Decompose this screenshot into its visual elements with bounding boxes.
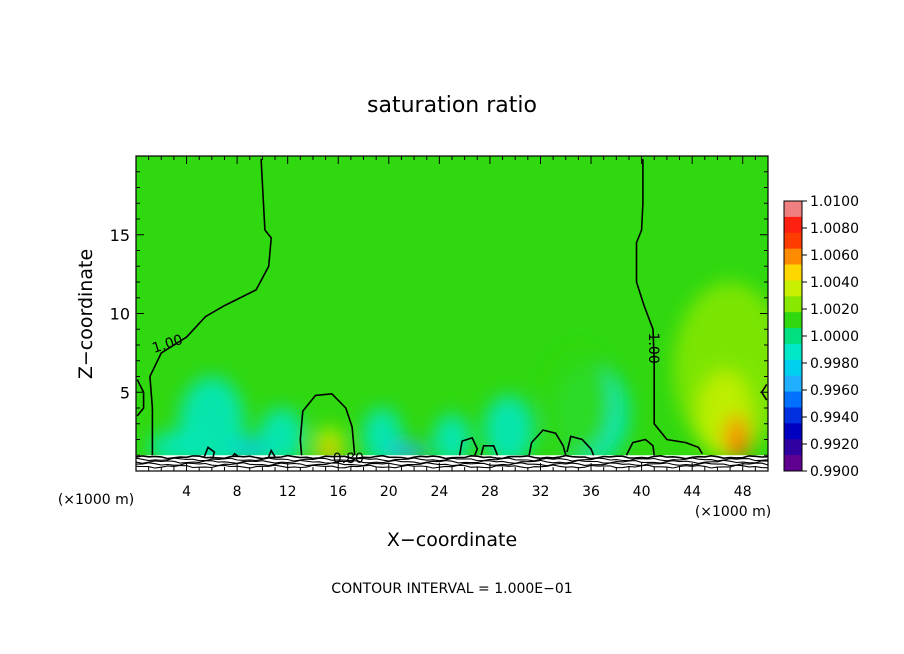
ground-contour-4 [136,464,768,469]
x-axis-label: X−coordinate [387,529,517,551]
anomaly-10 [483,395,535,465]
anomaly-7 [258,408,305,465]
contour-line-5 [528,429,567,456]
x-tick-label-9: 40 [633,484,651,500]
colorbar-label-9: 0.9920 [810,437,859,453]
x-axis-ticks: 4 8 12 16 20 24 28 32 36 40 44 48 [148,156,756,500]
contour-line-4 [299,392,356,456]
contour-line-8 [458,436,479,456]
colorbar-label-3: 1.0040 [810,275,859,291]
colorbar-label-0: 1.0100 [810,194,859,210]
contour-line-9 [480,445,499,456]
colorbar-label-1: 1.0080 [810,221,859,237]
ground-contour-2 [136,459,768,464]
anomaly-3 [733,439,747,459]
x-tick-label-7: 32 [532,484,550,500]
ground-layer [136,454,768,471]
colorbar-segment-4 [784,264,802,281]
contour-label-1: 1.00 [645,333,661,364]
contour-line-0 [149,159,273,456]
colorbar-segment-12 [784,391,802,408]
colorbar-segment-11 [784,375,802,393]
colorbar-segment-8 [784,328,802,345]
y-tick-label-0: 5 [120,383,130,402]
colorbar-segment-10 [784,359,802,377]
contour-line-1 [635,159,703,455]
colorbar: 1.0100 1.0080 1.0060 1.0040 1.0020 1.0000 0.99… [783,194,859,480]
colorbar-segment-9 [784,343,802,361]
contour-line-11 [231,452,239,458]
x-tick-label-0: 4 [182,484,191,500]
colorbar-segment-16 [784,455,802,472]
anomaly-9 [433,414,471,465]
x-tick-label-2: 12 [279,484,297,500]
y-tick-label-1: 10 [110,305,130,324]
colorbar-label-5: 1.0000 [810,329,859,345]
chart-title: saturation ratio [367,93,537,118]
colorbar-segment-15 [784,439,802,456]
plot-area: 1.00 1.000.80 4 8 12 16 20 24 28 32 36 40 44 48 5101… [110,155,769,500]
contour-line-12 [267,448,276,458]
ground-contour-3 [136,462,768,467]
x-tick-label-8: 36 [582,484,600,500]
colorbar-segment-3 [784,248,802,266]
contour-line-2 [136,379,145,417]
colorbar-label-7: 0.9960 [810,383,859,399]
colorbar-segment-5 [784,280,802,297]
anomaly-12 [545,348,612,456]
colorbar-segment-6 [784,296,802,313]
x-tick-label-11: 48 [734,484,752,500]
x-tick-label-1: 8 [233,484,242,500]
contour-line-6 [566,435,595,456]
colorbar-segment-1 [784,216,802,234]
contour-interval-note: CONTOUR INTERVAL = 1.000E−01 [331,581,572,597]
x-tick-label-4: 20 [380,484,398,500]
colorbar-label-4: 1.0020 [810,302,859,318]
colorbar-label-8: 0.9940 [810,410,859,426]
x-tick-label-5: 24 [430,484,448,500]
colorbar-label-6: 0.9980 [810,356,859,372]
contour-line-7 [625,438,655,456]
colorbar-segment-0 [784,201,802,218]
colorbar-segment-14 [784,423,802,440]
x-tick-label-3: 16 [329,484,347,500]
ground-contour-0 [136,454,768,460]
contour-label-2: 0.80 [333,451,364,467]
colorbar-label-10: 0.9900 [810,464,859,480]
colorbar-segment-13 [784,407,802,424]
x-axis-unit-left: (×1000 m) [58,492,134,508]
colorbar-label-2: 1.0060 [810,248,859,264]
ground-contour-1 [136,457,768,462]
contour-line-10 [203,446,216,458]
y-tick-label-2: 15 [110,226,130,245]
contour-layer [136,159,768,458]
y-axis-ticks: 5 10 15 [110,171,768,456]
y-axis-label: Z−coordinate [75,249,97,379]
colorbar-segment-7 [784,312,802,329]
x-tick-label-6: 28 [481,484,499,500]
x-tick-label-10: 44 [683,484,701,500]
x-axis-unit-right: (×1000 m) [695,504,771,520]
colorbar-segment-2 [784,232,802,250]
